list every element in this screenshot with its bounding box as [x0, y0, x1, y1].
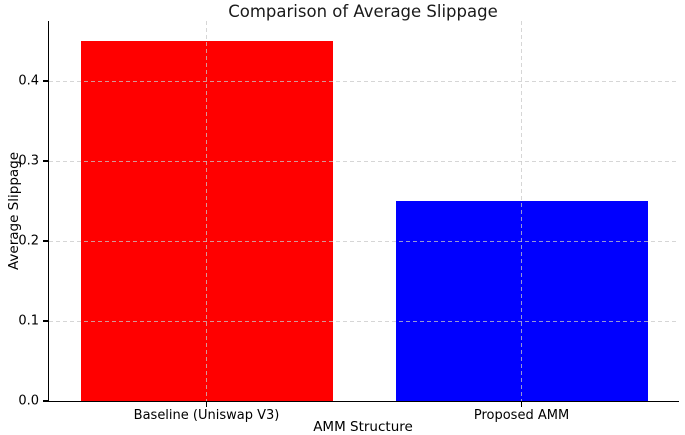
- x-gridline: [206, 21, 207, 401]
- y-tick-mark: [43, 160, 48, 162]
- y-tick-label: 0.4: [18, 73, 39, 89]
- x-tick-mark: [520, 402, 523, 407]
- chart-title: Comparison of Average Slippage: [228, 2, 498, 21]
- y-gridline: [49, 160, 679, 162]
- x-tick-mark: [205, 402, 208, 407]
- y-tick-mark: [43, 80, 48, 82]
- y-tick-mark: [43, 240, 48, 242]
- x-gridline: [521, 21, 522, 401]
- y-gridline: [49, 320, 679, 322]
- y-axis-label: Average Slippage: [6, 151, 22, 271]
- y-tick-label: 0.0: [18, 393, 39, 409]
- y-tick-label: 0.2: [18, 233, 39, 249]
- y-gridline: [49, 240, 679, 242]
- y-tick-label: 0.1: [18, 313, 39, 329]
- plot-area: 0.0 0.1 0.2 0.3 0.4 Baseline (Uniswap V3) Prop…: [18, 21, 679, 423]
- y-tick-mark: [43, 320, 48, 322]
- y-gridline: [49, 80, 679, 82]
- y-tick-label: 0.3: [18, 153, 39, 169]
- x-axis-label: AMM Structure: [313, 419, 413, 435]
- x-tick-label: Baseline (Uniswap V3): [133, 408, 280, 423]
- y-tick-mark: [43, 400, 48, 402]
- x-tick-label: Proposed AMM: [473, 408, 570, 423]
